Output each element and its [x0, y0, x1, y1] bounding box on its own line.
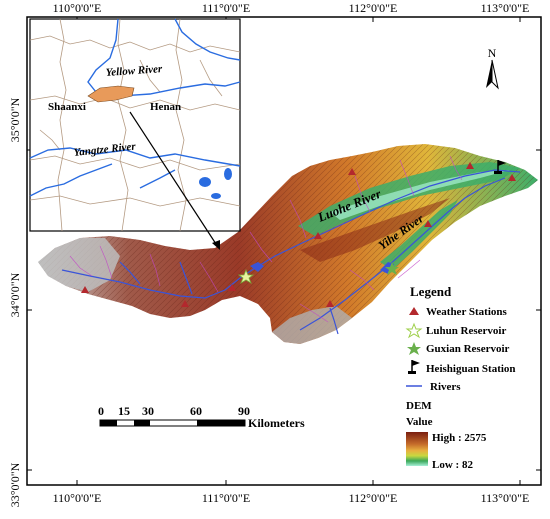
- inset-pointer-arrow: [129, 111, 220, 250]
- lon-label-112-top: 112°0'0"E: [349, 1, 398, 15]
- legend-dem-colorbar: [406, 432, 428, 466]
- inset-map: Yellow River Yangtze River Shaanxi Henan: [29, 18, 241, 232]
- legend-weather-station-icon: [409, 307, 419, 315]
- inset-henan-label: Henan: [150, 101, 181, 113]
- lat-label-34: 34°0'0"N: [8, 272, 22, 317]
- scale-tick-90: 90: [238, 404, 250, 418]
- lon-label-113-bottom: 113°0'0"E: [481, 491, 530, 505]
- north-arrow-label: N: [488, 46, 497, 60]
- legend-weather-stations: Weather Stations: [426, 306, 507, 318]
- guxian-reservoir-marker: [385, 262, 399, 275]
- legend-dem-high: High : 2575: [432, 432, 487, 444]
- legend-rivers: Rivers: [430, 381, 461, 393]
- scale-unit-label: Kilometers: [248, 416, 305, 430]
- heishiguan-flag-icon: [494, 160, 506, 174]
- inset-lakes: [199, 168, 232, 199]
- lon-label-110-bottom: 110°0'0"E: [53, 491, 102, 505]
- legend-luhun-star-icon: [405, 322, 423, 339]
- basin-tributaries: [69, 155, 463, 323]
- legend-heishiguan-station: Heishiguan Station: [426, 363, 516, 375]
- legend-guxian-reservoir: Guxian Reservoir: [426, 343, 510, 355]
- legend-dem-value: Value: [406, 416, 433, 428]
- luhun-reservoir-marker: [237, 268, 255, 284]
- scale-tick-30: 30: [142, 404, 154, 418]
- legend-title: Legend: [410, 284, 452, 299]
- lat-label-33: 33°0'0"N: [8, 462, 22, 507]
- north-arrow-icon: [486, 59, 499, 90]
- scale-tick-15: 15: [118, 404, 130, 418]
- scale-tick-0: 0: [98, 404, 104, 418]
- legend: Legend Weather Stations Luhun Reservoir …: [405, 284, 516, 471]
- inset-shaanxi-label: Shaanxi: [48, 101, 86, 113]
- lon-label-110-top: 110°0'0"E: [53, 1, 102, 15]
- legend-guxian-star-icon: [407, 342, 421, 355]
- lon-label-113-top: 113°0'0"E: [481, 1, 530, 15]
- legend-luhun-reservoir: Luhun Reservoir: [426, 325, 506, 337]
- legend-heishiguan-flag-icon: [408, 360, 420, 374]
- lat-label-35: 35°0'0"N: [8, 97, 22, 142]
- legend-dem-low: Low : 82: [432, 459, 473, 471]
- weather-stations: [81, 162, 516, 307]
- legend-dem-title: DEM: [406, 400, 432, 412]
- luhun-reservoir-water: [250, 262, 264, 272]
- inset-basin-highlight: [87, 85, 135, 103]
- scale-bar: [99, 419, 246, 427]
- inset-yellow-river-label: Yellow River: [105, 63, 163, 79]
- scale-tick-60: 60: [190, 404, 202, 418]
- map-frame: [26, 16, 542, 486]
- basin-rivers: [61, 169, 521, 335]
- lon-label-112-bottom: 112°0'0"E: [349, 491, 398, 505]
- lon-label-111-top: 111°0'0"E: [202, 1, 250, 15]
- lon-label-111-bottom: 111°0'0"E: [202, 491, 250, 505]
